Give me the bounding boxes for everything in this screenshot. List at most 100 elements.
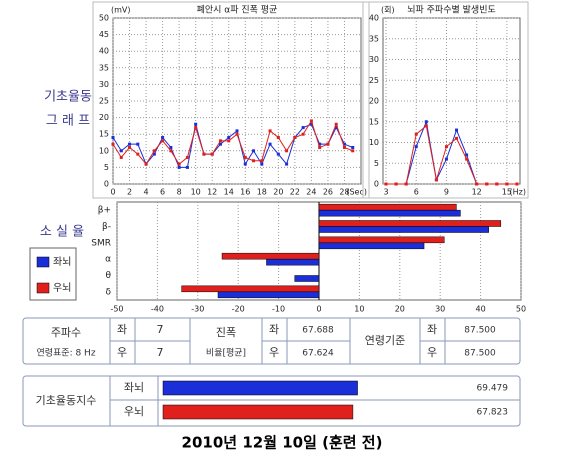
cell: 7 bbox=[157, 323, 164, 336]
point bbox=[444, 145, 448, 149]
cell: 우 bbox=[427, 346, 437, 359]
point bbox=[161, 139, 165, 143]
y-tick-label: 5 bbox=[374, 159, 379, 168]
bar bbox=[318, 203, 457, 211]
point bbox=[152, 152, 156, 156]
x-tick-label: -10 bbox=[272, 305, 285, 314]
x-tick-label: 18 bbox=[257, 188, 267, 197]
cell: 우 bbox=[269, 346, 279, 359]
point bbox=[293, 136, 297, 140]
point bbox=[318, 145, 322, 149]
cell: 우 bbox=[117, 346, 127, 359]
y-tick-label: β- bbox=[102, 222, 111, 232]
cell: 주파수 bbox=[51, 326, 81, 339]
y-tick-label: α bbox=[105, 255, 111, 265]
point bbox=[505, 182, 509, 186]
x-tick-label: 26 bbox=[323, 188, 333, 197]
x-tick-label: 10 bbox=[354, 305, 364, 314]
point bbox=[128, 145, 132, 149]
side-label: 그 래 프 bbox=[46, 114, 90, 129]
point bbox=[235, 132, 239, 136]
x-tick-label: 20 bbox=[395, 305, 405, 314]
point bbox=[185, 155, 189, 159]
cell: 좌 bbox=[117, 323, 127, 336]
point bbox=[218, 142, 222, 146]
point bbox=[309, 122, 313, 126]
y-tick-label: δ bbox=[105, 287, 111, 297]
point bbox=[495, 182, 499, 186]
point bbox=[465, 157, 469, 161]
x-tick-label: 8 bbox=[177, 188, 182, 197]
y-tick-label: 15 bbox=[369, 117, 379, 126]
cell: 비율[평균] bbox=[206, 348, 246, 359]
x-tick-label: 20 bbox=[273, 188, 283, 197]
point bbox=[404, 182, 408, 186]
y-tick-label: 35 bbox=[99, 63, 109, 72]
point bbox=[485, 182, 489, 186]
point bbox=[424, 120, 428, 124]
cell: 연령기준 bbox=[365, 334, 405, 347]
point bbox=[309, 119, 313, 123]
y-tick-label: 0 bbox=[374, 180, 379, 189]
y-tick-label: 15 bbox=[99, 130, 109, 139]
point bbox=[351, 145, 355, 149]
point bbox=[465, 153, 469, 157]
point bbox=[342, 145, 346, 149]
bar bbox=[181, 285, 320, 293]
point bbox=[414, 132, 418, 136]
point bbox=[301, 132, 305, 136]
cell: 67.624 bbox=[302, 349, 334, 359]
x-tick-label: 12 bbox=[472, 188, 482, 197]
point bbox=[424, 124, 428, 128]
cell: 기초율동지수 bbox=[36, 394, 97, 407]
point bbox=[177, 162, 181, 166]
x-tick-label: 10 bbox=[191, 188, 201, 197]
point bbox=[475, 182, 479, 186]
point bbox=[227, 139, 231, 143]
point bbox=[218, 139, 222, 143]
point bbox=[260, 162, 264, 166]
bar bbox=[318, 242, 425, 250]
point bbox=[444, 157, 448, 161]
x-tick-label: 28 bbox=[339, 188, 349, 197]
cell: 연령표준: 8 Hz bbox=[36, 347, 95, 359]
point bbox=[252, 149, 256, 153]
bar bbox=[162, 404, 354, 420]
summary-table bbox=[22, 317, 521, 365]
point bbox=[227, 136, 231, 140]
point bbox=[276, 152, 280, 156]
value-label: 69.479 bbox=[477, 384, 509, 394]
series-line bbox=[386, 124, 517, 185]
point bbox=[136, 142, 140, 146]
legend-label: 우뇌 bbox=[53, 282, 71, 294]
y-tick-label: 50 bbox=[99, 14, 109, 23]
point bbox=[455, 128, 459, 132]
x-tick-label: 3 bbox=[383, 188, 388, 197]
point bbox=[301, 126, 305, 130]
value-label: 67.823 bbox=[477, 408, 509, 418]
point bbox=[119, 155, 123, 159]
x-tick-label: -50 bbox=[110, 305, 123, 314]
point bbox=[136, 152, 140, 156]
series-line bbox=[112, 123, 353, 168]
x-tick-label: 14 bbox=[224, 188, 234, 197]
y-tick-label: 10 bbox=[369, 138, 379, 147]
bar bbox=[318, 220, 502, 227]
x-tick-label: 50 bbox=[516, 305, 526, 314]
x-tick-label: -40 bbox=[151, 305, 164, 314]
y-tick-label: 10 bbox=[99, 146, 109, 155]
series-line bbox=[112, 119, 353, 165]
point bbox=[268, 129, 272, 133]
y-tick-label: 25 bbox=[369, 76, 379, 85]
caption: 2010년 12월 10일 (훈련 전) bbox=[182, 434, 383, 452]
x-unit: (Sec) bbox=[346, 188, 367, 197]
y-tick-label: 45 bbox=[99, 30, 109, 39]
x-tick-label: 16 bbox=[240, 188, 250, 197]
point bbox=[252, 159, 256, 163]
point bbox=[210, 152, 214, 156]
bar bbox=[217, 291, 320, 299]
bar bbox=[221, 252, 320, 260]
x-tick-label: 9 bbox=[444, 188, 449, 197]
point bbox=[334, 122, 338, 126]
point bbox=[111, 136, 115, 140]
